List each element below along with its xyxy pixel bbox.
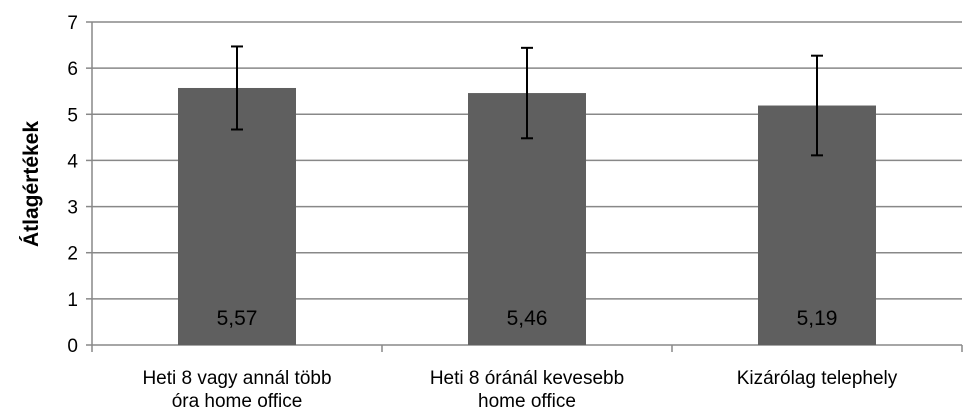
y-tick-label-1: 1 [67,290,78,311]
y-tick-label-6: 6 [67,59,78,80]
y-tick-label-2: 2 [67,244,78,265]
category-label-2-line-2: home office [478,391,576,412]
y-axis-title: Átlagértékek [20,121,43,247]
data-label-3: 5,19 [797,307,838,330]
y-tick-label-0: 0 [67,336,78,357]
data-label-1: 5,57 [217,307,258,330]
y-tick-label-4: 4 [67,151,78,172]
category-label-2-line-1: Heti 8 óránál kevesebb [430,368,624,389]
category-label-1-line-2: óra home office [172,391,303,412]
category-label-1-line-1: Heti 8 vagy annál több [142,368,331,389]
data-label-2: 5,46 [507,307,548,330]
y-tick-label-7: 7 [67,13,78,34]
y-tick-labels: 0 1 2 3 4 5 6 7 [67,13,78,357]
data-labels: 5,57 5,46 5,19 [217,307,838,330]
bars [178,87,876,345]
bar-1 [178,87,296,345]
error-bars [231,45,823,157]
y-tick-label-3: 3 [67,198,78,219]
y-tick-label-5: 5 [67,105,78,126]
category-label-3-line-1: Kizárólag telephely [737,368,898,389]
